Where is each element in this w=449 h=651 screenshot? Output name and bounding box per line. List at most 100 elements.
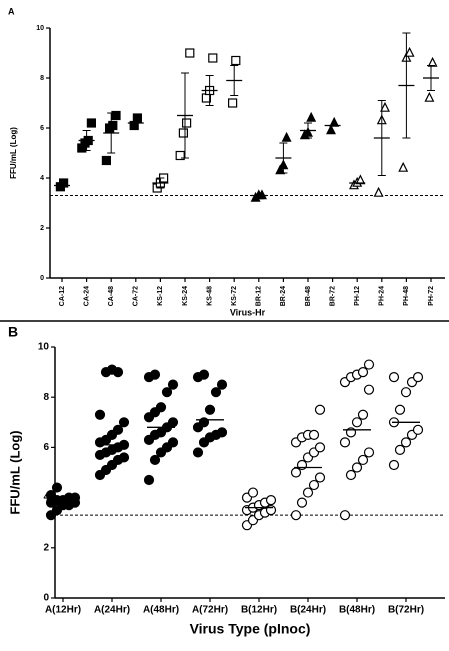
- data-point: [373, 186, 384, 197]
- data-point: [412, 424, 424, 435]
- data-point: [69, 492, 81, 503]
- data-point: [155, 402, 167, 413]
- y-tick-label: 4: [43, 492, 49, 503]
- error-bar: [230, 65, 239, 96]
- x-tick-label: KS-24: [182, 286, 189, 306]
- data-point: [51, 482, 63, 493]
- y-tick-label: 2: [43, 542, 49, 553]
- data-point: [290, 467, 302, 478]
- x-tick-label: CA-24: [83, 286, 90, 306]
- data-point: [149, 454, 161, 466]
- x-tick-label: PH-12: [354, 286, 361, 306]
- data-point: [216, 427, 228, 438]
- data-point: [94, 409, 106, 420]
- y-tick-label: 10: [36, 25, 44, 32]
- x-tick-label: KS-12: [157, 286, 164, 306]
- data-point: [363, 447, 375, 458]
- data-point: [308, 479, 320, 491]
- x-tick-label: KS-72: [231, 286, 238, 306]
- data-point: [388, 372, 400, 383]
- data-point: [45, 489, 57, 501]
- data-point: [398, 161, 409, 172]
- data-point: [198, 369, 210, 380]
- data-point: [101, 155, 112, 166]
- x-tick-label: PH-24: [379, 286, 386, 306]
- error-bar: [107, 112, 116, 154]
- y-tick-label: 0: [43, 593, 49, 604]
- data-point: [275, 164, 286, 175]
- data-point: [265, 495, 277, 506]
- data-point: [314, 404, 326, 415]
- data-point: [404, 46, 415, 57]
- y-tick-label: 0: [40, 275, 44, 282]
- data-point: [339, 437, 351, 448]
- data-point: [204, 404, 216, 415]
- error-bar: [377, 100, 386, 176]
- data-point: [192, 447, 204, 458]
- x-tick-label: A(12Hr): [45, 605, 81, 616]
- data-point: [351, 462, 363, 473]
- data-point: [400, 387, 412, 398]
- error-bar: [427, 65, 435, 91]
- x-tick-label: B(48Hr): [339, 605, 375, 616]
- x-tick-label: B(72Hr): [388, 605, 424, 616]
- data-point: [351, 417, 363, 428]
- data-point: [185, 48, 195, 58]
- data-point: [345, 469, 357, 481]
- data-point: [296, 497, 308, 508]
- data-point: [355, 174, 366, 185]
- y-tick-label: 6: [43, 442, 49, 453]
- y-tick-label: 10: [38, 342, 50, 353]
- error-bar: [181, 72, 189, 159]
- error-bar: [156, 177, 165, 189]
- data-point: [329, 116, 340, 127]
- data-point: [394, 404, 406, 415]
- data-point: [326, 124, 336, 135]
- x-tick-label: A(72Hr): [192, 605, 228, 616]
- data-point: [167, 379, 179, 390]
- x-axis-label: Virus-Hr: [230, 307, 266, 317]
- data-point: [314, 442, 326, 453]
- data-point: [357, 409, 369, 420]
- y-tick-label: 8: [40, 75, 44, 82]
- data-point: [149, 369, 161, 380]
- data-point: [400, 437, 412, 448]
- data-point: [302, 487, 314, 498]
- data-point: [388, 459, 400, 471]
- data-point: [167, 437, 179, 448]
- data-point: [216, 379, 228, 390]
- data-point: [58, 178, 69, 188]
- data-point: [339, 510, 351, 521]
- data-point: [308, 429, 320, 440]
- data-point: [167, 417, 179, 428]
- error-bar: [82, 130, 91, 151]
- panel-label: B: [8, 324, 18, 340]
- data-point: [394, 444, 406, 456]
- data-point: [281, 131, 292, 142]
- x-tick-label: PH-72: [428, 286, 435, 306]
- x-tick-label: BR-12: [256, 286, 263, 306]
- x-tick-label: CA-48: [108, 286, 115, 306]
- data-point: [231, 55, 241, 66]
- data-point: [112, 424, 124, 435]
- data-point: [210, 387, 222, 398]
- x-tick-label: B(12Hr): [241, 605, 277, 616]
- data-point: [118, 452, 130, 463]
- data-point: [178, 128, 188, 138]
- y-axis-label: FFU/mL (Log): [7, 430, 22, 514]
- y-tick-label: 6: [40, 125, 44, 132]
- data-point: [182, 118, 192, 128]
- data-point: [247, 487, 259, 498]
- data-point: [424, 91, 435, 102]
- data-point: [427, 56, 438, 67]
- error-bar: [205, 75, 214, 106]
- x-tick-label: KS-48: [206, 286, 213, 306]
- data-point: [412, 372, 424, 383]
- data-point: [306, 111, 317, 122]
- data-point: [143, 474, 155, 486]
- data-point: [111, 110, 121, 121]
- y-tick-label: 4: [40, 175, 44, 182]
- data-point: [112, 367, 124, 378]
- x-axis-label: Virus Type (pInoc): [190, 621, 311, 637]
